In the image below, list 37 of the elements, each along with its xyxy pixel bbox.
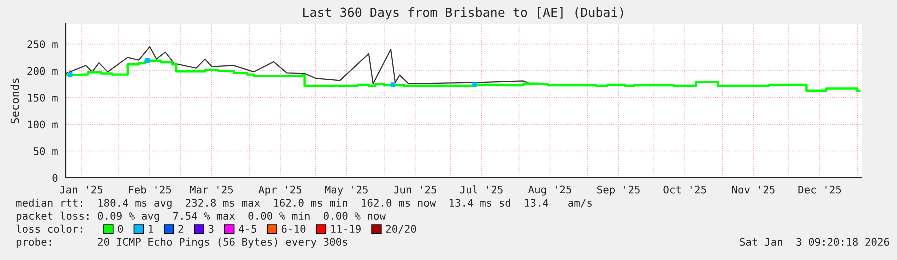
x-tick-label: Oct '25 — [664, 186, 706, 194]
text: probe: 20 ICMP Echo Pings (56 Bytes) every 300s — [16, 238, 348, 248]
x-tick-label: May '25 — [325, 186, 368, 196]
y-tick-label: 250 m — [28, 40, 58, 48]
text: median rtt: 180.4 ms avg 232.8 ms max 162.0 ms min 162.0 ms now 13.4 ms sd 13.4 am/s — [16, 198, 592, 210]
legend-label: 0 — [118, 225, 124, 234]
x-tick-label: Sep '25 — [598, 186, 640, 196]
point — [472, 82, 478, 88]
y-tick-label: 0 — [52, 174, 58, 182]
x-tick-label: Jan '25 — [60, 186, 103, 194]
legend-label: 3 — [208, 225, 214, 234]
legend-label: 1 — [149, 225, 154, 233]
legend-label: 20/20 — [386, 225, 416, 234]
legend-label: 11-19 — [332, 225, 361, 234]
text: packet loss: 0.09 % avg 7.54 % max 0.00 % min 0.00 % now — [16, 212, 386, 222]
legend-label: 6-10 — [282, 225, 306, 234]
y-tick-label: 50 m — [34, 148, 58, 156]
x-tick-label: Nov '25 — [732, 186, 775, 194]
text: loss color: — [16, 224, 82, 234]
x-tick-label: Feb '25 — [129, 186, 172, 194]
y-tick-label: 100 m — [28, 120, 58, 129]
y-tick-label: 200 m — [28, 67, 58, 76]
x-tick-label: Apr '25 — [258, 186, 302, 196]
x-tick-label: Aug '25 — [528, 186, 572, 196]
text: Sat Jan 3 09:20:18 2026 — [740, 238, 890, 246]
legend-label: 2 — [178, 225, 184, 233]
point — [68, 72, 73, 78]
point — [390, 82, 396, 88]
chart-title: Last 360 Days from Brisbane to [AE] (Dubai) — [304, 8, 624, 20]
x-tick-label: Jun '25 — [394, 186, 436, 194]
y-tick-label: 150 m — [28, 94, 58, 102]
point — [145, 58, 150, 64]
legend-label: 4-5 — [238, 225, 256, 234]
x-tick-label: Mar '25 — [190, 186, 234, 194]
y-axis-title: Seconds — [10, 78, 20, 124]
x-tick-label: Dec '25 — [798, 186, 842, 194]
x-tick-label: Jul '25 — [460, 186, 503, 194]
